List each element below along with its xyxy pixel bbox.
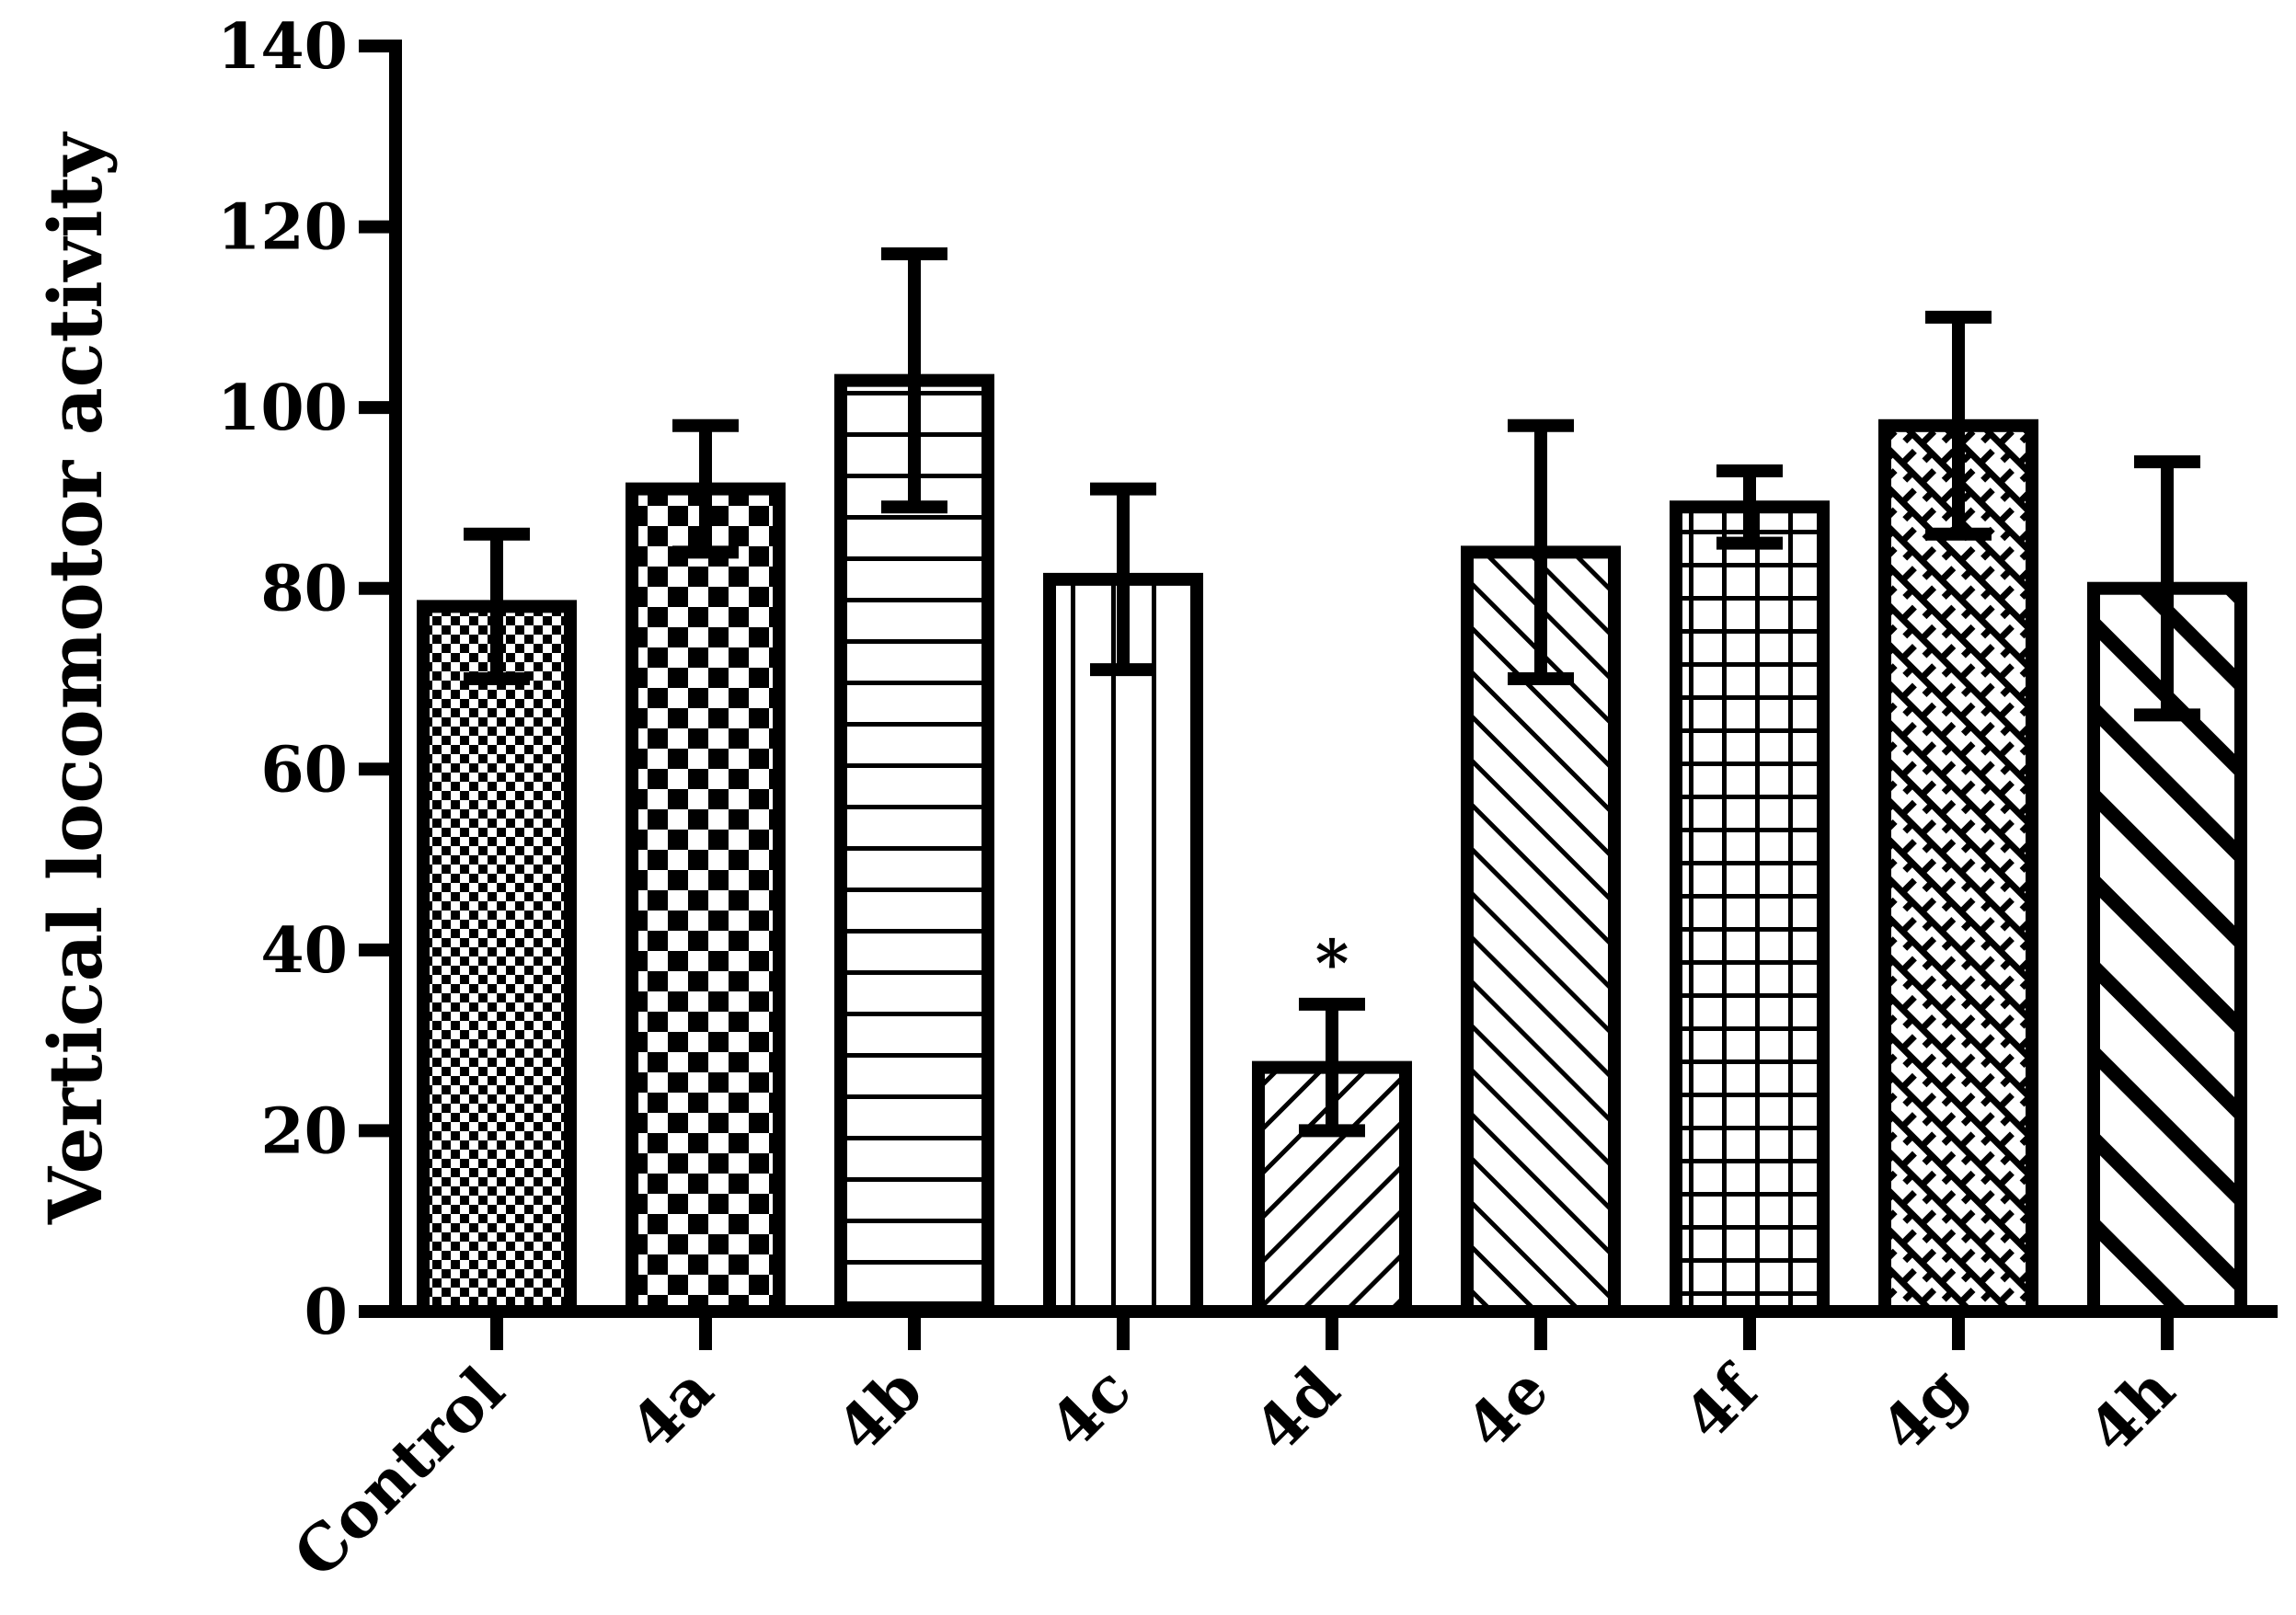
bar-4f [1670, 500, 1830, 1318]
x-tick-label-4d: 4d [1240, 1353, 1354, 1467]
y-axis: 0 20 40 60 80 100 120 140 [217, 10, 402, 1349]
x-tick-label-4e: 4e [1452, 1353, 1563, 1464]
bar-4g [1878, 418, 2038, 1318]
bar-control [417, 600, 577, 1318]
y-tick-label: 40 [260, 914, 348, 988]
y-axis-title: Vertical locomotor activity [32, 131, 119, 1225]
x-tick-label-4a: 4a [616, 1353, 728, 1464]
y-tick-label: 140 [217, 10, 348, 84]
y-tick-label: 100 [217, 372, 348, 445]
significance-marker: * [1315, 925, 1349, 1002]
bar-4c [1043, 572, 1203, 1318]
y-tick-label: 0 [304, 1276, 348, 1349]
y-axis-title-group: Vertical locomotor activity [32, 131, 119, 1225]
annotations: * [1315, 925, 1349, 1002]
y-tick-label: 80 [260, 553, 348, 626]
x-tick-label-4h: 4h [2074, 1353, 2189, 1468]
y-tick-label: 60 [260, 733, 348, 807]
bar-4a [626, 482, 786, 1318]
bar-4b [834, 373, 994, 1318]
bars [417, 247, 2247, 1318]
x-tick-label-4c: 4c [1036, 1353, 1145, 1462]
x-axis: Control 4a 4b 4c 4d 4e 4f 4g 4h [280, 1305, 2278, 1592]
y-tick-label: 20 [260, 1094, 348, 1168]
x-tick-label-4b: 4b [822, 1353, 936, 1467]
x-tick-label-control: Control [280, 1353, 519, 1592]
x-tick-label-4g: 4g [1866, 1353, 1980, 1467]
x-tick-label-4f: 4f [1670, 1351, 1774, 1455]
y-tick-label: 120 [217, 191, 348, 265]
